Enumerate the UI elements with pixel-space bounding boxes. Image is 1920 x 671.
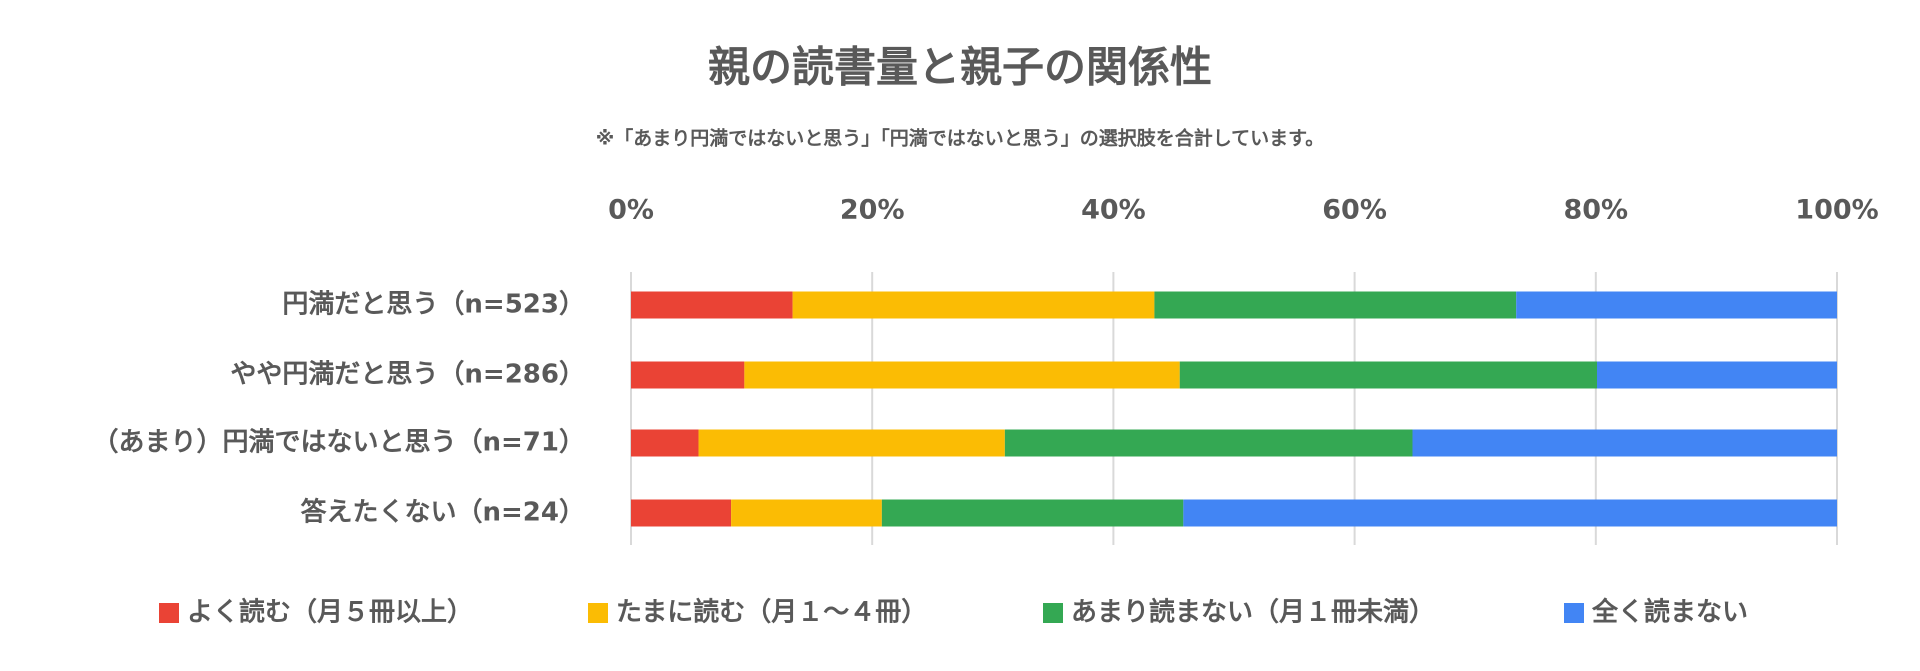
- x-tick-label: 60%: [1322, 195, 1387, 226]
- chart-title: 親の読書量と親子の関係性: [708, 43, 1212, 92]
- bar-segment: [1183, 499, 1837, 527]
- chart-subtitle: ※「あまり円満ではないと思う」「円満ではないと思う」の選択肢を合計しています。: [596, 127, 1325, 150]
- bar-segment: [631, 291, 793, 319]
- bar-segment: [631, 499, 732, 527]
- legend-label: たまに読む（月１～４冊）: [616, 597, 927, 628]
- y-tick-label: 円満だと思う（n=523）: [282, 290, 585, 320]
- bar-segment: [1154, 291, 1517, 319]
- x-tick-label: 0%: [608, 195, 654, 226]
- bar-segment: [1516, 291, 1837, 319]
- legend-label: 全く読まない: [1591, 597, 1748, 628]
- legend-label: よく読む（月５冊以上）: [187, 597, 473, 628]
- x-tick-label: 20%: [840, 195, 905, 226]
- y-tick-label: （あまり）円満ではないと思う（n=71）: [93, 428, 585, 458]
- legend-swatch: [1564, 603, 1584, 623]
- bar-segment: [698, 429, 1005, 457]
- bar-segment: [1179, 361, 1598, 389]
- y-tick-label: 答えたくない（n=24）: [301, 497, 585, 528]
- bar-segment: [631, 429, 699, 457]
- bar-segment: [631, 361, 745, 389]
- x-tick-label: 100%: [1795, 195, 1878, 226]
- bar-segment: [744, 361, 1180, 389]
- x-tick-label: 40%: [1081, 195, 1146, 226]
- legend-label: あまり読まない（月１冊未満）: [1071, 597, 1435, 628]
- bar-segment: [1412, 429, 1837, 457]
- bar-segment: [731, 499, 882, 527]
- legend-swatch: [588, 603, 608, 623]
- bar-segment: [881, 499, 1184, 527]
- bar-segment: [1004, 429, 1413, 457]
- bar-segment: [1597, 361, 1837, 389]
- legend-swatch: [159, 603, 179, 623]
- legend-swatch: [1043, 603, 1063, 623]
- x-tick-label: 80%: [1563, 195, 1628, 226]
- bar-segment: [792, 291, 1155, 319]
- y-tick-label: やや円満だと思う（n=286）: [230, 360, 585, 390]
